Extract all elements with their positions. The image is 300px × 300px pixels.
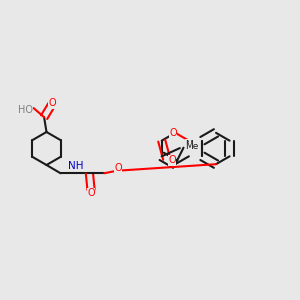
Text: O: O (49, 98, 56, 108)
Text: O: O (114, 164, 122, 173)
Text: O: O (169, 128, 177, 138)
Text: Me: Me (185, 142, 199, 151)
Text: NH: NH (68, 161, 83, 171)
Text: Me: Me (185, 140, 198, 148)
Text: O: O (168, 155, 176, 165)
Text: HO: HO (18, 105, 33, 115)
Text: O: O (87, 188, 95, 198)
